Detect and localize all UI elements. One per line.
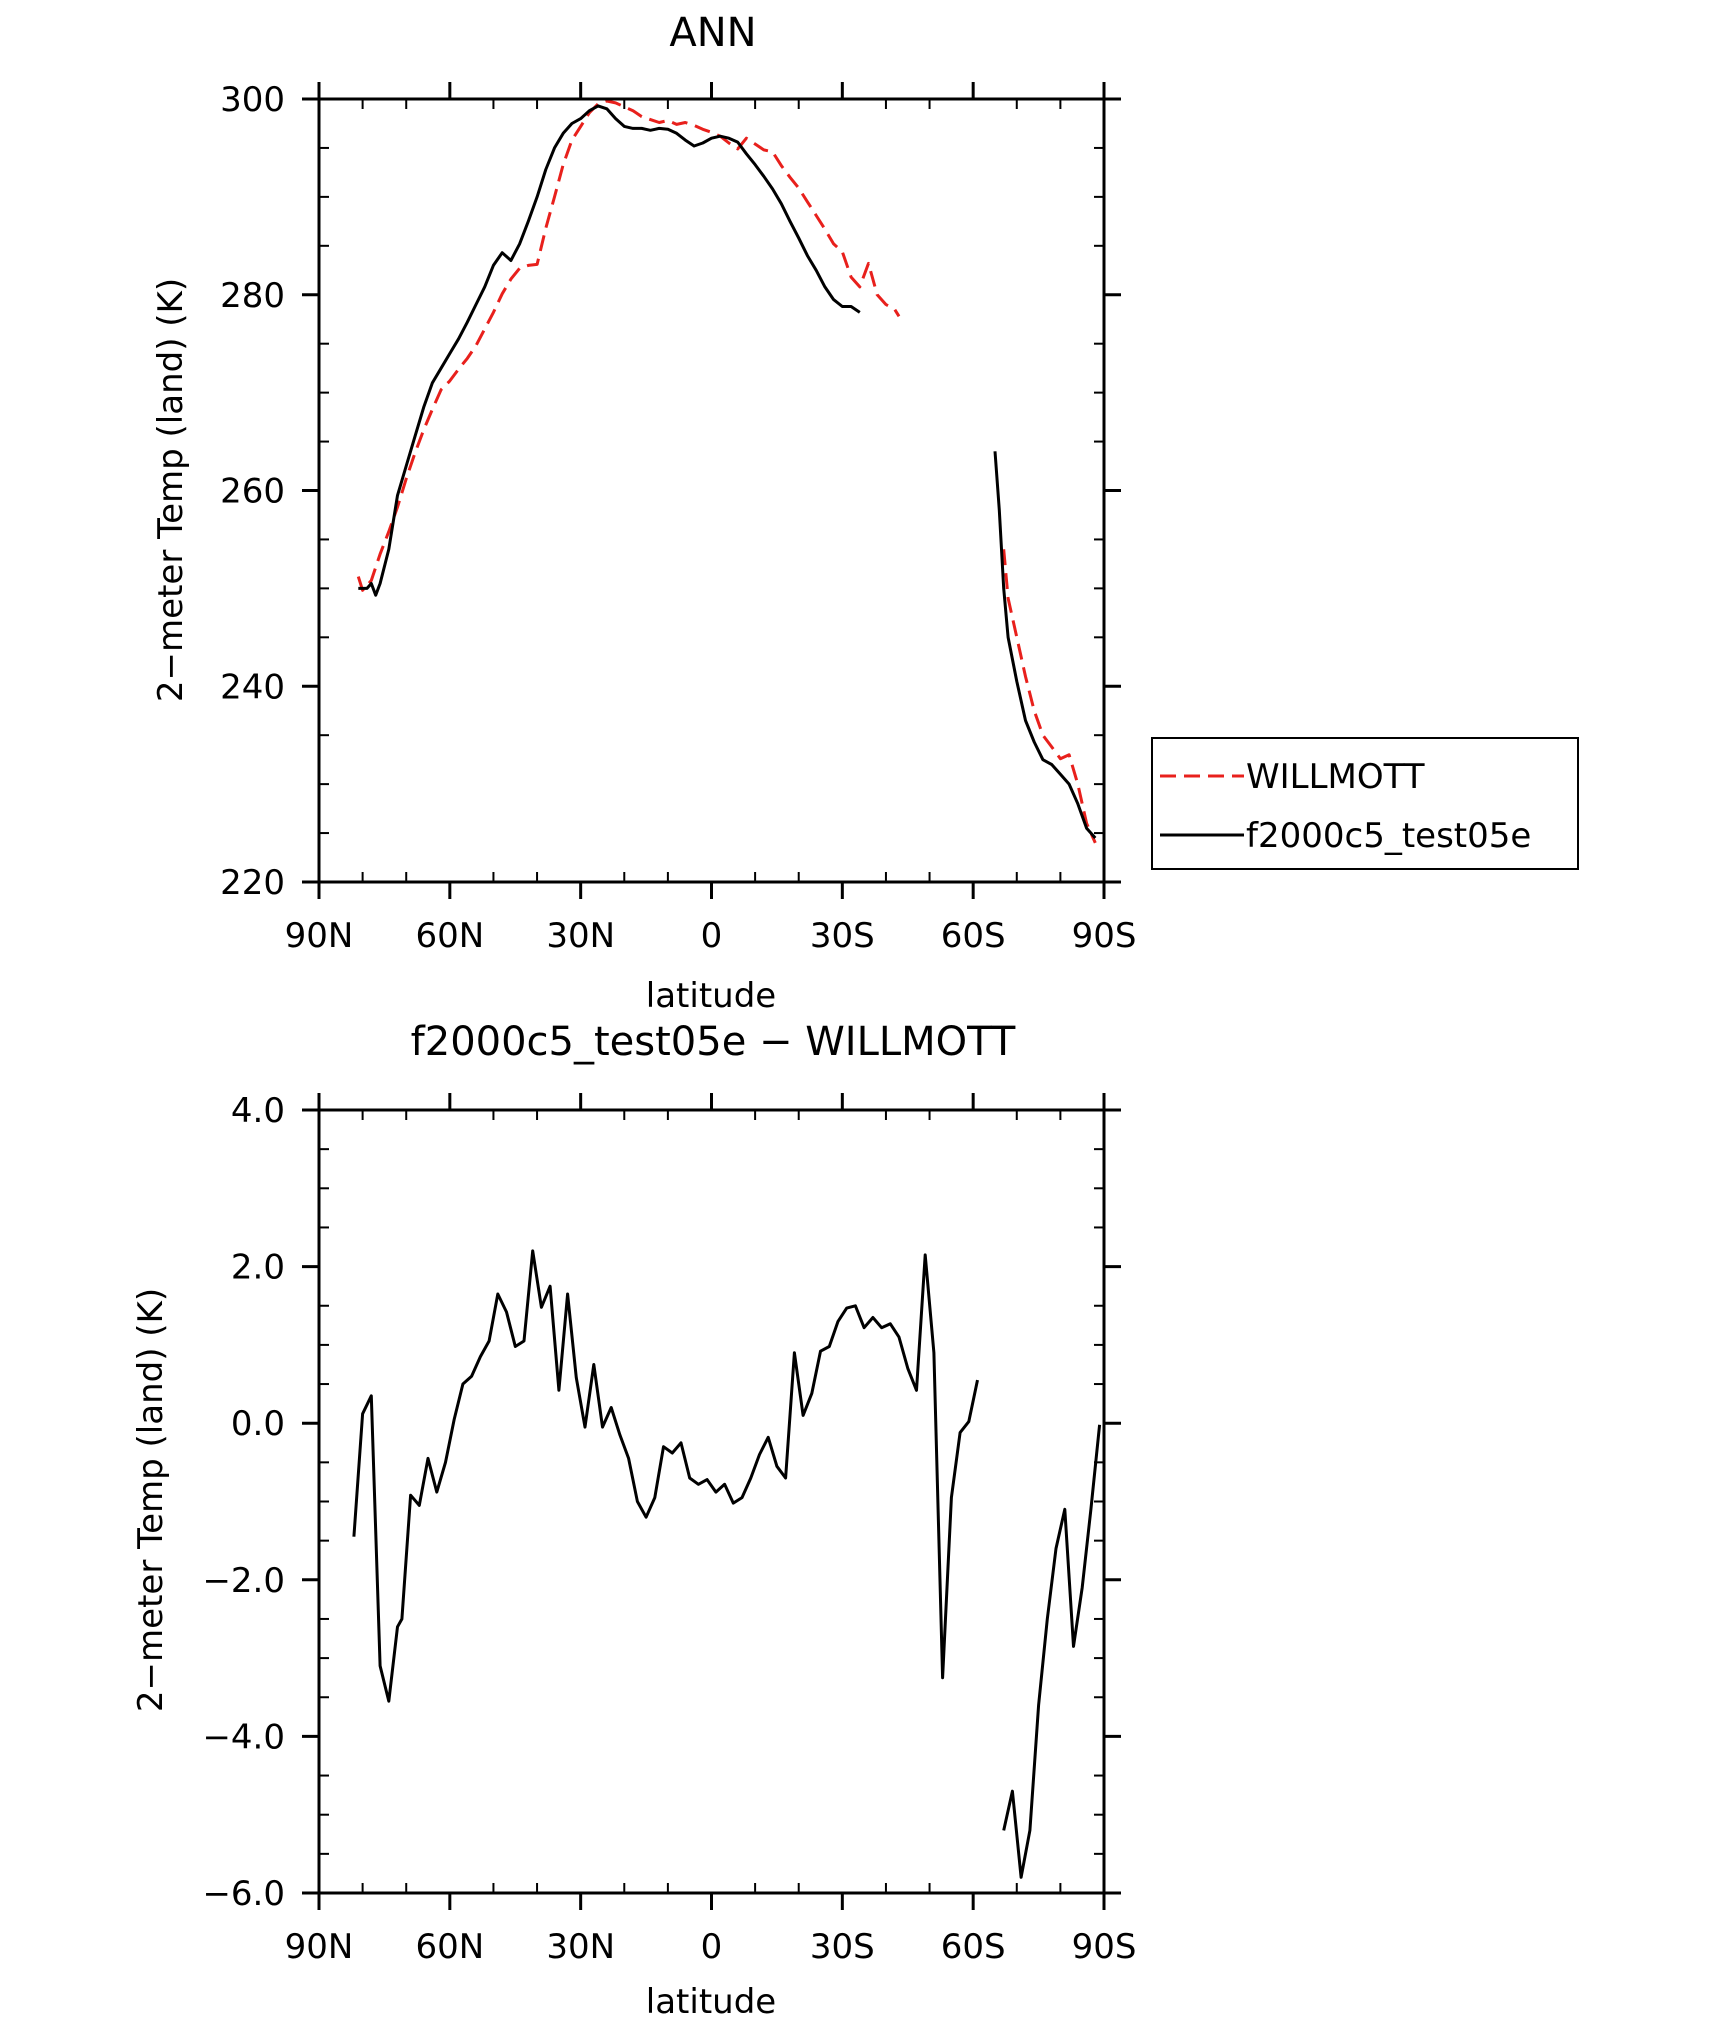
top-x-tick-label: 90S <box>1072 916 1137 956</box>
bottom-series-difference-segment-1 <box>1002 1424 1102 1879</box>
top-chart-series <box>356 99 1097 844</box>
top-series-f2000c5-test05e-segment-1 <box>993 451 1097 839</box>
legend-label-willmott: WILLMOTT <box>1246 757 1425 797</box>
top-y-tick-label: 260 <box>220 472 285 512</box>
bottom-x-tick-label: 90S <box>1072 1927 1137 1967</box>
top-y-tick-label: 300 <box>220 80 285 120</box>
legend-box <box>1151 737 1579 870</box>
bottom-chart-ticks <box>302 1093 1121 1910</box>
top-x-tick-label: 90N <box>285 916 354 956</box>
bottom-chart-series <box>352 1249 1102 1879</box>
top-chart-x-axis-label: latitude <box>646 976 776 1016</box>
top-chart-frame <box>317 97 1106 884</box>
bottom-chart: f2000c5_test05e − WILLMOTT 90N 60N 30N 0 30S… <box>131 1019 1136 2021</box>
bottom-x-tick-label: 60N <box>415 1927 484 1967</box>
bottom-y-tick-label: 2.0 <box>231 1248 285 1288</box>
top-series-willmott-segment-1 <box>1002 549 1097 844</box>
top-chart-y-axis-label: 2−meter Temp (land) (K) <box>151 278 191 702</box>
top-x-tick-label: 30S <box>810 916 875 956</box>
top-chart: ANN 90N 60N 30N 0 30S 60S 90S 220240260280300 … <box>151 10 1579 1016</box>
bottom-chart-title: f2000c5_test05e − WILLMOTT <box>411 1019 1016 1065</box>
top-y-tick-label: 280 <box>220 276 285 316</box>
bottom-chart-y-tick-labels: −6.0 −4.0 −2.0 0.0 2.0 4.0 <box>202 1091 285 1914</box>
top-chart-legend: WILLMOTT f2000c5_test05e <box>1151 737 1579 870</box>
top-x-tick-label: 30N <box>546 916 615 956</box>
bottom-x-tick-label: 60S <box>941 1927 1006 1967</box>
bottom-y-tick-label: 4.0 <box>231 1091 285 1131</box>
legend-label-f2000c5: f2000c5_test05e <box>1246 816 1531 856</box>
bottom-x-tick-label: 30S <box>810 1927 875 1967</box>
top-chart-x-tick-labels: 90N 60N 30N 0 30S 60S 90S <box>285 916 1137 956</box>
top-chart-y-tick-labels: 220 240 260 280 300 <box>220 80 285 903</box>
bottom-x-tick-label: 0 <box>701 1927 723 1967</box>
top-x-tick-label: 60S <box>941 916 1006 956</box>
bottom-x-tick-label: 90N <box>285 1927 354 1967</box>
top-chart-title: ANN <box>669 10 756 56</box>
top-y-tick-label: 220 <box>220 863 285 903</box>
top-x-tick-label: 0 <box>701 916 723 956</box>
bottom-chart-x-axis-label: latitude <box>646 1982 776 2021</box>
bottom-y-tick-label: −4.0 <box>202 1717 285 1757</box>
top-y-tick-label: 240 <box>220 667 285 707</box>
bottom-y-tick-label: −2.0 <box>202 1561 285 1601</box>
top-chart-ticks <box>302 82 1121 899</box>
bottom-y-tick-label: −6.0 <box>202 1874 285 1914</box>
bottom-chart-y-axis-label: 2−meter Temp (land) (K) <box>131 1288 171 1712</box>
top-x-tick-label: 60N <box>415 916 484 956</box>
top-series-f2000c5-test05e-segment-0 <box>358 104 861 597</box>
top-series-willmott-segment-0 <box>356 99 901 592</box>
bottom-series-difference-segment-0 <box>352 1249 979 1703</box>
bottom-y-tick-label: 0.0 <box>231 1404 285 1444</box>
bottom-chart-frame <box>317 1108 1106 1895</box>
bottom-chart-x-tick-labels: 90N 60N 30N 0 30S 60S 90S <box>285 1927 1137 1967</box>
bottom-x-tick-label: 30N <box>546 1927 615 1967</box>
